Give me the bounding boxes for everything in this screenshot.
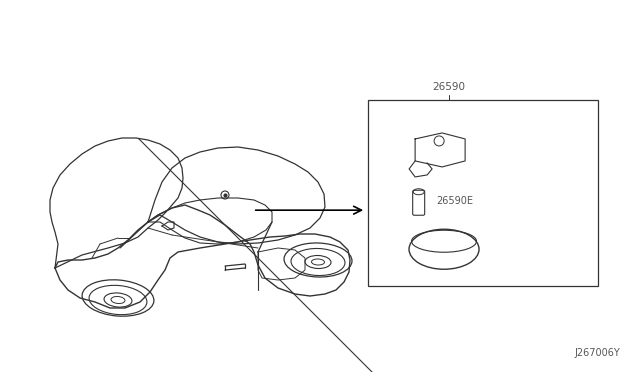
FancyBboxPatch shape — [413, 190, 425, 215]
Text: 26590: 26590 — [432, 83, 465, 92]
Text: J267006Y: J267006Y — [574, 348, 620, 358]
Bar — [368, 100, 598, 286]
Text: 26590E: 26590E — [436, 196, 474, 206]
